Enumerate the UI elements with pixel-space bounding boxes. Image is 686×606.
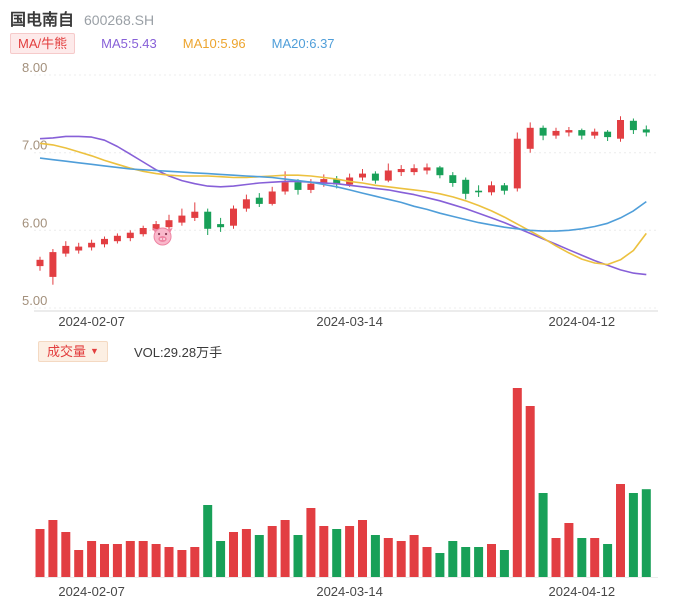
candles <box>36 116 650 285</box>
ma-line-MA5 <box>39 135 647 276</box>
ma-legend: MA/牛熊 MA5:5.43 MA10:5.96 MA20:6.37 <box>10 33 335 54</box>
volume-bar-chart[interactable]: 2024-02-07 2024-03-14 2024-04-12 <box>0 370 686 606</box>
price-candlestick-chart[interactable]: 8.00 7.00 6.00 5.00 2024-02-07 2024-03-14 2024… <box>0 58 686 332</box>
ma-bullbear-toggle[interactable]: MA/牛熊 <box>10 33 76 54</box>
date-axis-label: 2024-03-14 <box>316 314 383 329</box>
date-axis-label: 2024-02-07 <box>58 314 125 329</box>
volume-indicator-label: 成交量 <box>47 344 87 359</box>
volume-indicator-dropdown[interactable]: 成交量 ▼ <box>38 341 108 362</box>
price-axis-label: 7.00 <box>22 138 47 153</box>
ma5-value: MA5:5.43 <box>101 36 157 51</box>
date-axis-label: 2024-04-12 <box>549 584 616 599</box>
price-axis-label: 8.00 <box>22 60 47 75</box>
bull-bear-pig-marker[interactable] <box>152 227 173 246</box>
header: 国电南自 600268.SH <box>10 6 154 30</box>
stock-name: 国电南自 <box>10 12 75 29</box>
price-axis-label: 5.00 <box>22 293 47 308</box>
volume-value: VOL:29.28万手 <box>133 345 223 360</box>
ma20-value: MA20:6.37 <box>271 36 335 51</box>
stock-code: 600268.SH <box>84 12 155 28</box>
date-axis-label: 2024-03-14 <box>316 584 383 599</box>
ma-line-MA20 <box>39 157 647 232</box>
ma-line-MA10 <box>39 142 647 266</box>
volume-bars <box>35 388 651 577</box>
ma10-value: MA10:5.96 <box>182 36 246 51</box>
date-axis-label: 2024-04-12 <box>549 314 616 329</box>
volume-header: 成交量 ▼ VOL:29.28万手 <box>38 341 222 362</box>
chevron-down-icon: ▼ <box>90 346 99 356</box>
price-axis-label: 6.00 <box>22 215 47 230</box>
date-axis-label: 2024-02-07 <box>58 584 125 599</box>
